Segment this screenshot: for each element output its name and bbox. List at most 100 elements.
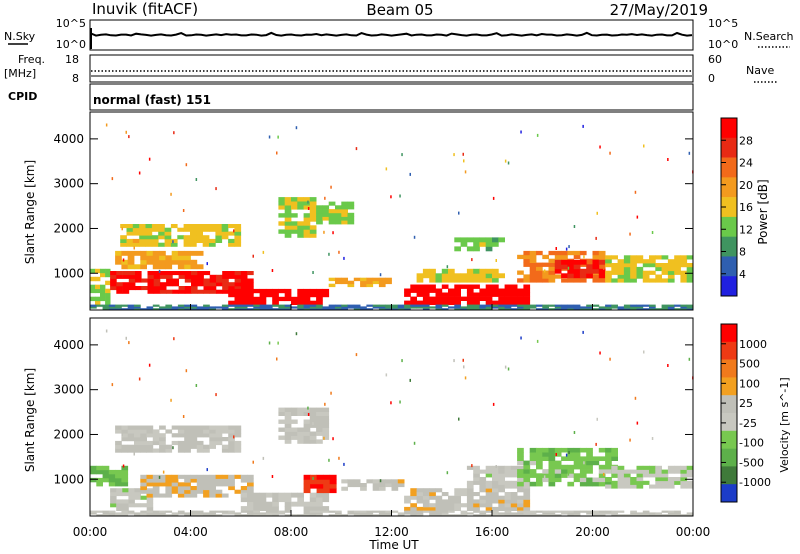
- velocity-cell: [385, 510, 392, 513]
- power-cell: [191, 274, 198, 279]
- velocity-cell: [221, 474, 229, 479]
- power-scatter-cell: [385, 167, 388, 171]
- velocity-cell: [127, 425, 135, 430]
- power-cell: [297, 300, 304, 305]
- power-cell: [272, 288, 279, 294]
- power-cell: [203, 286, 211, 291]
- power-cell: [303, 201, 311, 206]
- velocity-cell: [146, 493, 154, 498]
- velocity-cell: [159, 493, 166, 498]
- power-cell: [573, 250, 581, 256]
- power-cell: [215, 227, 223, 232]
- velocity-cell: [110, 492, 117, 497]
- velocity-cell: [579, 481, 587, 487]
- power-cell: [272, 292, 279, 298]
- power-cell: [347, 283, 355, 288]
- power-cell: [165, 259, 173, 265]
- power-cell: [473, 273, 480, 279]
- power-cell: [253, 300, 260, 305]
- velocity-cell: [134, 440, 141, 446]
- power-cell: [115, 259, 122, 265]
- velocity-cell: [504, 514, 512, 517]
- power-cell: [110, 286, 117, 291]
- velocity-cell: [460, 514, 468, 517]
- power-cell: [100, 284, 106, 290]
- velocity-cell: [630, 510, 637, 513]
- velocity-cell: [360, 514, 367, 517]
- power-cell: [655, 266, 662, 272]
- velocity-cell: [203, 478, 210, 483]
- velocity-scatter-cell: [343, 462, 345, 466]
- velocity-cell: [171, 489, 179, 494]
- velocity-cell: [667, 514, 675, 517]
- power-scatter-cell: [596, 211, 598, 215]
- velocity-cell: [309, 431, 317, 436]
- power-cell: [454, 306, 461, 309]
- velocity-cell: [598, 456, 606, 461]
- power-scatter-cell: [133, 246, 135, 250]
- power-cell: [145, 235, 153, 240]
- velocity-cell: [504, 495, 512, 500]
- power-scatter-cell: [324, 196, 326, 200]
- velocity-cell: [517, 495, 524, 500]
- velocity-cell: [221, 510, 229, 513]
- power-cell: [90, 284, 96, 290]
- power-cell: [416, 277, 424, 283]
- velocity-cell: [102, 514, 110, 517]
- velocity-cell: [209, 482, 216, 487]
- velocity-cell: [322, 415, 330, 420]
- velocity-cell: [498, 477, 505, 482]
- power-cell: [517, 300, 524, 305]
- velocity-cell: [649, 473, 656, 478]
- velocity-cell: [523, 480, 531, 485]
- velocity-cell: [265, 514, 273, 517]
- power-cell: [303, 197, 311, 202]
- power-cell: [322, 216, 330, 221]
- velocity-cell: [322, 510, 330, 513]
- velocity-cell: [416, 499, 424, 504]
- velocity-cell: [617, 514, 625, 517]
- velocity-cell: [190, 478, 198, 483]
- velocity-cell: [510, 492, 518, 497]
- power-cell: [586, 268, 593, 274]
- velocity-cell: [203, 433, 210, 438]
- velocity-cell: [617, 473, 625, 478]
- velocity-cell: [548, 447, 556, 453]
- velocity-cell: [466, 465, 474, 470]
- velocity-cell: [284, 407, 292, 412]
- velocity-cell: [485, 492, 493, 497]
- power-cell: [680, 308, 688, 311]
- velocity-cell: [617, 469, 625, 474]
- velocity-cell: [485, 473, 493, 478]
- power-cell: [159, 255, 166, 261]
- velocity-cell: [479, 503, 487, 508]
- velocity-cell: [473, 510, 480, 513]
- velocity-cell: [416, 512, 424, 515]
- velocity-scatter-cell: [401, 359, 403, 363]
- power-cell: [347, 201, 355, 206]
- velocity-cell: [454, 506, 461, 511]
- velocity-cell: [196, 474, 204, 479]
- power-cell: [466, 246, 474, 252]
- velocity-cell: [159, 474, 166, 479]
- power-cell: [529, 278, 537, 283]
- velocity-cell: [548, 477, 556, 483]
- power-cell: [228, 286, 235, 291]
- power-cell: [567, 250, 575, 256]
- power-cell: [605, 306, 612, 309]
- power-cell: [649, 255, 656, 260]
- velocity-cell: [247, 506, 254, 511]
- velocity-cell: [554, 477, 562, 483]
- velocity-cell: [121, 477, 129, 483]
- velocity-cell: [221, 444, 229, 449]
- velocity-cell: [278, 497, 286, 503]
- power-cell: [378, 308, 386, 311]
- velocity-cell: [542, 456, 549, 461]
- power-cell: [341, 205, 348, 210]
- velocity-cell: [228, 433, 235, 438]
- power-cell: [416, 284, 424, 289]
- power-cell: [184, 271, 192, 276]
- velocity-cell: [102, 510, 110, 513]
- power-cell: [132, 224, 140, 229]
